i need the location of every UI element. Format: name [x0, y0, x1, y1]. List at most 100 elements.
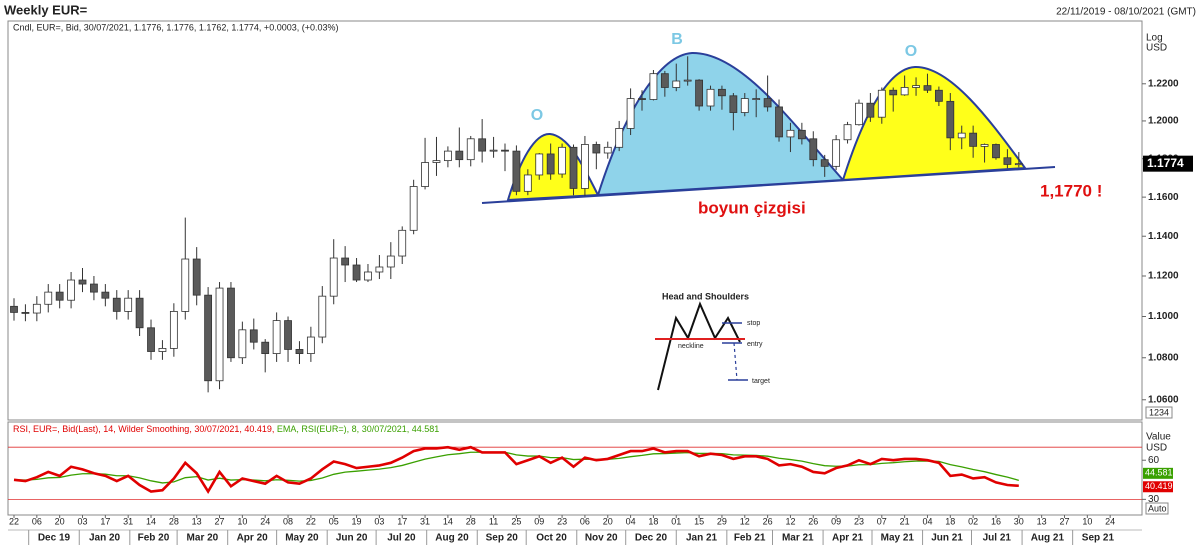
x-tick-label: 24	[260, 516, 270, 526]
candle-body	[695, 79, 704, 107]
candle-body	[443, 150, 452, 162]
candle-body	[763, 98, 772, 108]
candle-body	[877, 89, 886, 118]
candle-body	[969, 132, 978, 147]
rsi-frame	[7, 421, 1143, 516]
candle-body	[592, 144, 601, 154]
candle-body	[249, 329, 258, 343]
candle-body	[329, 257, 338, 297]
x-tick-label: 09	[534, 516, 544, 526]
axis-label: Value	[1146, 432, 1171, 443]
price-frame	[7, 20, 1143, 421]
inset-arrow	[733, 342, 738, 381]
month-label: Jun 21	[931, 533, 963, 544]
x-tick-label: 22	[9, 516, 19, 526]
candle-body	[809, 138, 818, 161]
axis-label: USD	[1146, 43, 1167, 54]
month-label: Feb 20	[138, 533, 170, 544]
candle-body	[67, 279, 75, 301]
candle-body	[181, 258, 190, 312]
candle-body	[660, 73, 669, 88]
x-tick-label: 08	[283, 516, 293, 526]
month-label: Jan 20	[89, 533, 121, 544]
candle-body	[866, 102, 875, 118]
x-tick-label: 13	[1037, 516, 1047, 526]
inset-diagram: Head and Shoulders stop neckline entry t…	[655, 291, 770, 391]
rsi-legend-ema: EMA, RSI(EUR=), 8, 30/07/2021, 44.581	[277, 424, 439, 434]
x-tick-label: 28	[466, 516, 476, 526]
x-tick-label: 26	[808, 516, 818, 526]
x-tick-label: 06	[580, 516, 590, 526]
x-tick-label: 27	[1059, 516, 1069, 526]
candle-body	[752, 98, 761, 100]
inset-label: entry	[747, 341, 763, 348]
price-legend: Cndl, EUR=, Bid, 30/07/2021, 1.1776, 1.1…	[13, 22, 339, 32]
candle-body	[90, 283, 98, 293]
y-tick-label: 1.0600	[1148, 394, 1179, 405]
last-price-label: 1.1774	[1147, 156, 1184, 170]
y-tick-label: 1.2000	[1148, 116, 1179, 127]
candle-body	[78, 279, 87, 285]
candle-body	[375, 266, 384, 273]
candle-body	[615, 128, 624, 148]
candle-body	[820, 159, 829, 167]
candle-body	[21, 312, 30, 314]
candle-body	[992, 144, 1000, 159]
neckline	[481, 166, 1056, 204]
candle-body	[10, 305, 18, 313]
candle-body	[101, 291, 110, 299]
candle-body	[478, 138, 487, 152]
y-tick-label: 1.1000	[1148, 311, 1179, 322]
x-tick-label: 29	[717, 516, 727, 526]
candle-body	[398, 229, 407, 257]
neckline-label: boyun çizgisi	[698, 198, 806, 217]
x-tick-label: 13	[192, 516, 202, 526]
candle-body	[284, 320, 292, 350]
candle-body	[718, 88, 726, 97]
candle-body	[306, 336, 315, 354]
month-label: Jun 20	[336, 533, 368, 544]
month-label: Apr 21	[832, 533, 864, 544]
candle-body	[855, 102, 863, 126]
candle-body	[238, 329, 247, 359]
candle-body	[797, 129, 806, 140]
month-label: Mar 20	[187, 533, 219, 544]
x-tick-label: 30	[1014, 516, 1024, 526]
x-tick-label: 17	[100, 516, 110, 526]
x-tick-label: 09	[831, 516, 841, 526]
candle-body	[55, 291, 64, 301]
inset-label: target	[752, 378, 770, 385]
candle-body	[112, 297, 121, 312]
x-tick-label: 18	[648, 516, 658, 526]
value-tag-label: 44.581	[1145, 468, 1173, 478]
y-tick-label: 60	[1148, 455, 1160, 466]
x-tick-label: 18	[945, 516, 955, 526]
month-label: Nov 20	[585, 533, 618, 544]
x-tick-label: 31	[123, 516, 133, 526]
month-label: Sep 21	[1082, 533, 1115, 544]
month-label: Dec 19	[38, 533, 71, 544]
rsi-legend: RSI, EUR=, Bid(Last), 14, Wilder Smoothi…	[13, 424, 439, 434]
candle-body	[775, 106, 783, 138]
candle-body	[980, 144, 989, 147]
right-shoulder-area	[841, 65, 1027, 182]
candle-body	[32, 303, 41, 314]
candle-body	[832, 139, 841, 167]
candle-body	[900, 87, 909, 96]
inset-title: Head and Shoulders	[662, 291, 749, 301]
x-tick-label: 16	[991, 516, 1001, 526]
x-tick-label: 15	[694, 516, 704, 526]
x-tick-label: 21	[900, 516, 910, 526]
x-tick-label: 02	[968, 516, 978, 526]
candle-body	[466, 138, 475, 161]
axis-label: USD	[1146, 443, 1167, 454]
month-label: Jul 21	[983, 533, 1012, 544]
shoulder-label: O	[531, 107, 543, 124]
month-label: May 20	[285, 533, 319, 544]
candle-body	[729, 95, 738, 113]
candle-body	[626, 98, 635, 129]
shoulder-label: O	[905, 43, 917, 60]
page-title: Weekly EUR=	[4, 2, 88, 17]
candle-body	[501, 149, 509, 152]
candle-body	[581, 144, 589, 189]
